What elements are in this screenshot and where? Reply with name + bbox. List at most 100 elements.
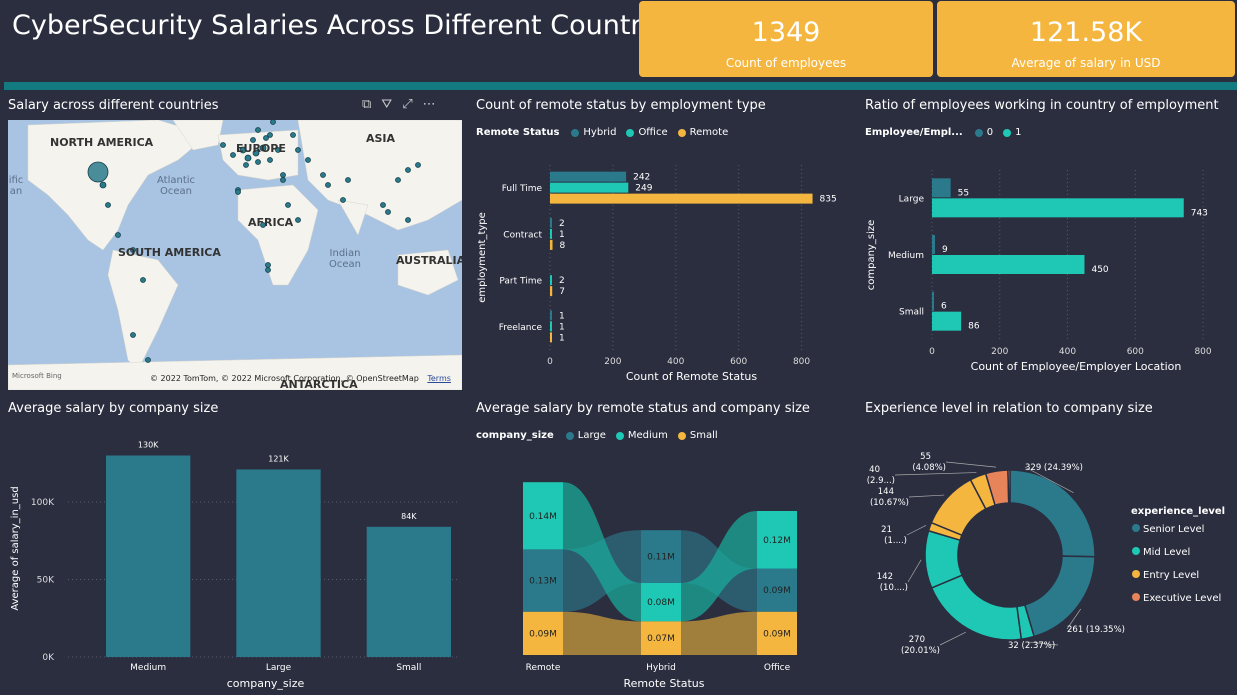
x-axis-label: Remote Status [624, 677, 705, 690]
copy-icon[interactable]: ⧉ [362, 97, 372, 112]
x-tick-label: Large [266, 663, 292, 673]
leader-line [945, 461, 997, 468]
page-title: CyberSecurity Salaries Across Different … [12, 10, 680, 41]
ribbon [563, 611, 641, 655]
bubble [265, 262, 271, 268]
kpi-card-salary[interactable]: 121.58K Average of salary in USD [937, 1, 1235, 77]
landmass-south-america [107, 249, 179, 371]
bubble [267, 157, 273, 163]
remote-bar-chart[interactable]: 0 200 400 600 800 Count of Remote Status emplo… [470, 145, 855, 393]
legend-swatch [1132, 524, 1140, 532]
bubble [252, 149, 260, 157]
ribbon-segment [523, 611, 563, 655]
legend-item[interactable]: Hybrid [583, 127, 617, 138]
bubble [239, 146, 247, 154]
y-axis-label: employment_type [477, 212, 488, 303]
y-tick-label: 0K [42, 653, 55, 663]
data-label: 1 [559, 230, 565, 240]
data-label: 7 [559, 287, 565, 297]
donut-slice [1007, 469, 1011, 504]
filter-icon[interactable]: ⛛ [381, 97, 393, 112]
bar [550, 171, 627, 182]
legend-swatch [615, 431, 624, 440]
bubble [405, 217, 411, 223]
legend-title: company_size [476, 430, 554, 441]
ocean-label: ific an [8, 175, 24, 197]
legend-item[interactable]: 0 [986, 127, 994, 138]
map-label: EUROPE [236, 142, 286, 155]
more-options-icon[interactable]: ⋯ [422, 97, 436, 112]
donut-slice [930, 574, 1023, 641]
data-label: 1 [559, 311, 565, 321]
bar [550, 275, 552, 286]
data-label: 8 [560, 241, 566, 251]
data-label: 130K [138, 441, 159, 450]
focus-mode-icon[interactable]: ⤢ [402, 97, 413, 112]
legend-swatch [565, 431, 574, 440]
legend-item[interactable]: Small [689, 430, 718, 441]
column [366, 526, 451, 657]
bar [932, 235, 936, 254]
bubble [145, 357, 151, 363]
legend-item[interactable]: Office [638, 127, 668, 138]
x-tick-label: 600 [1127, 347, 1144, 357]
sankey-chart-legend: company_size Large Medium Small [476, 430, 720, 441]
legend-swatch [571, 128, 580, 137]
data-label: 0.09M [763, 586, 791, 596]
bubble [305, 157, 311, 163]
x-tick-label: 600 [730, 357, 747, 367]
kpi-label: Count of employees [725, 56, 847, 70]
bubble [405, 167, 411, 173]
x-tick-label: 0 [547, 357, 553, 367]
terms-link[interactable]: Terms [427, 374, 451, 383]
bubble [115, 232, 121, 238]
landmass-india [337, 199, 369, 236]
bubble [385, 209, 391, 215]
bubble [285, 202, 291, 208]
leader-line [908, 494, 945, 498]
data-label: (4.08%) [912, 463, 946, 473]
bubble [267, 132, 273, 138]
legend-item[interactable]: 1 [1015, 127, 1022, 138]
ribbon-segment [757, 568, 797, 612]
avg-size-chart-title: Average salary by company size [8, 401, 219, 416]
map-attribution: © 2022 TomTom, © 2022 Microsoft Corporat… [150, 374, 451, 383]
data-label: (20.01%) [901, 646, 940, 656]
data-label: 835 [820, 195, 837, 205]
bubble [265, 267, 271, 273]
x-tick-label: 400 [1059, 347, 1076, 357]
ribbon [563, 482, 641, 622]
data-label: 0.07M [647, 634, 675, 644]
map-label: SOUTH AMERICA [118, 246, 221, 259]
legend-swatch [974, 128, 983, 137]
bubble [263, 135, 269, 141]
x-tick-label: Remote [526, 663, 561, 673]
ocean-label: Indian Ocean [329, 248, 361, 270]
data-label: 2 [559, 276, 565, 286]
ribbon-segment [523, 549, 563, 612]
legend-swatch [1132, 593, 1140, 601]
ribbon-chart[interactable]: 0.13M 0.14M 0.09M Remote 0.11M 0.08M 0.07M Hybr… [470, 450, 855, 692]
experience-donut-chart[interactable]: 329 (24.39%) 261 (19.35%) 32 (2.37%) 270(20… [860, 420, 1235, 692]
map-visual[interactable]: NORTH AMERICA EUROPE ASIA AFRICA SOUTH A… [8, 120, 462, 390]
data-label: 0.13M [529, 577, 557, 587]
data-label: 0.11M [647, 553, 675, 563]
leader-line [1024, 466, 1074, 494]
legend-item[interactable]: Remote [689, 127, 729, 138]
data-label: 0.12M [763, 536, 791, 546]
y-axis-label: company_size [866, 220, 877, 290]
legend-title: experience_level [1131, 506, 1225, 517]
bubble [255, 127, 261, 133]
ratio-bar-chart[interactable]: 0 200 400 600 800 Count of Employee/Employer … [860, 145, 1235, 393]
ribbon-segment [757, 511, 797, 569]
avg-salary-column-chart[interactable]: 0K 50K 100K Average of salary_in_usdcompany… [4, 420, 464, 692]
kpi-card-employees[interactable]: 1349 Count of employees [639, 1, 933, 77]
legend-item[interactable]: Medium [627, 430, 668, 441]
x-tick-label: Small [396, 663, 421, 673]
leader-line [894, 472, 977, 476]
legend-title: Remote Status [476, 127, 560, 138]
bubble [130, 247, 136, 253]
data-label: 40 [869, 465, 880, 475]
legend-item[interactable]: Large [577, 430, 606, 441]
ribbon-segment [757, 611, 797, 655]
